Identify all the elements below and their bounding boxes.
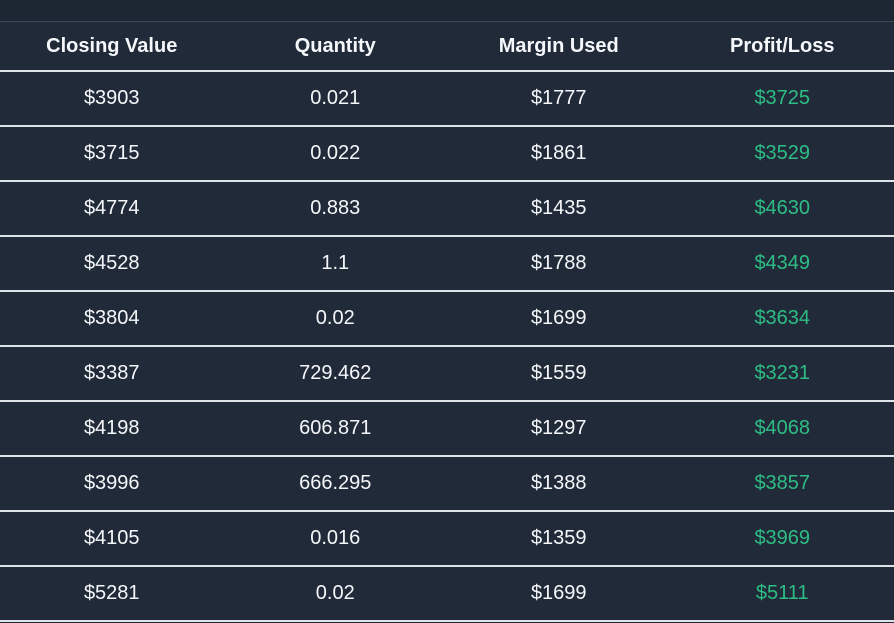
- column-header-margin-used: Margin Used: [447, 22, 671, 72]
- cell-closing_value: $3715: [0, 126, 224, 182]
- table-row: $3996 666.295 $1388 $3857: [0, 456, 894, 512]
- positions-table-container: Closing Value Quantity Margin Used Profi…: [0, 21, 894, 622]
- column-header-closing-value: Closing Value: [0, 22, 224, 72]
- cell-margin_used: $1559: [447, 346, 671, 402]
- cell-closing_value: $4528: [0, 236, 224, 292]
- cell-margin_used: $1388: [447, 456, 671, 512]
- table-row: $4105 0.016 $1359 $3969: [0, 511, 894, 567]
- cell-profit_loss: $3231: [670, 346, 894, 402]
- cell-profit_loss: $3529: [670, 126, 894, 182]
- cell-quantity: 0.02: [223, 291, 447, 347]
- cell-quantity: 0.02: [223, 566, 447, 622]
- cell-margin_used: $1359: [447, 511, 671, 567]
- table-row: $4198 606.871 $1297 $4068: [0, 401, 894, 457]
- cell-margin_used: $1861: [447, 126, 671, 182]
- table-row: $4774 0.883 $1435 $4630: [0, 181, 894, 237]
- cell-closing_value: $4774: [0, 181, 224, 237]
- cell-closing_value: $3387: [0, 346, 224, 402]
- cell-profit_loss: $5111: [670, 566, 894, 622]
- cell-quantity: 1.1: [223, 236, 447, 292]
- cell-closing_value: $3903: [0, 71, 224, 127]
- cell-margin_used: $1777: [447, 71, 671, 127]
- cell-quantity: 729.462: [223, 346, 447, 402]
- cell-margin_used: $1435: [447, 181, 671, 237]
- cell-quantity: 0.021: [223, 71, 447, 127]
- cell-closing_value: $3804: [0, 291, 224, 347]
- cell-profit_loss: $3857: [670, 456, 894, 512]
- table-body: $3903 0.021 $1777 $3725 $3715 0.022 $1861 $3529…: [0, 71, 894, 622]
- cell-quantity: 666.295: [223, 456, 447, 512]
- cell-profit_loss: $4068: [670, 401, 894, 457]
- column-header-quantity: Quantity: [223, 22, 447, 72]
- table-row: $5281 0.02 $1699 $5111: [0, 566, 894, 622]
- table-row: $4528 1.1 $1788 $4349: [0, 236, 894, 292]
- table-row: $3804 0.02 $1699 $3634: [0, 291, 894, 347]
- cell-profit_loss: $4630: [670, 181, 894, 237]
- cell-profit_loss: $3969: [670, 511, 894, 567]
- header-row: Closing Value Quantity Margin Used Profi…: [0, 22, 894, 72]
- cell-closing_value: $3996: [0, 456, 224, 512]
- cell-closing_value: $4198: [0, 401, 224, 457]
- cell-closing_value: $5281: [0, 566, 224, 622]
- cell-profit_loss: $4349: [670, 236, 894, 292]
- table-row: $3715 0.022 $1861 $3529: [0, 126, 894, 182]
- cell-quantity: 0.883: [223, 181, 447, 237]
- column-header-profit-loss: Profit/Loss: [670, 22, 894, 72]
- cell-quantity: 0.022: [223, 126, 447, 182]
- cell-closing_value: $4105: [0, 511, 224, 567]
- cell-margin_used: $1699: [447, 291, 671, 347]
- table-row: $3903 0.021 $1777 $3725: [0, 71, 894, 127]
- cell-profit_loss: $3634: [670, 291, 894, 347]
- positions-table: Closing Value Quantity Margin Used Profi…: [0, 22, 894, 622]
- cell-margin_used: $1297: [447, 401, 671, 457]
- cell-quantity: 606.871: [223, 401, 447, 457]
- cell-quantity: 0.016: [223, 511, 447, 567]
- cell-margin_used: $1788: [447, 236, 671, 292]
- table-header: Closing Value Quantity Margin Used Profi…: [0, 22, 894, 72]
- table-row: $3387 729.462 $1559 $3231: [0, 346, 894, 402]
- cell-profit_loss: $3725: [670, 71, 894, 127]
- cell-margin_used: $1699: [447, 566, 671, 622]
